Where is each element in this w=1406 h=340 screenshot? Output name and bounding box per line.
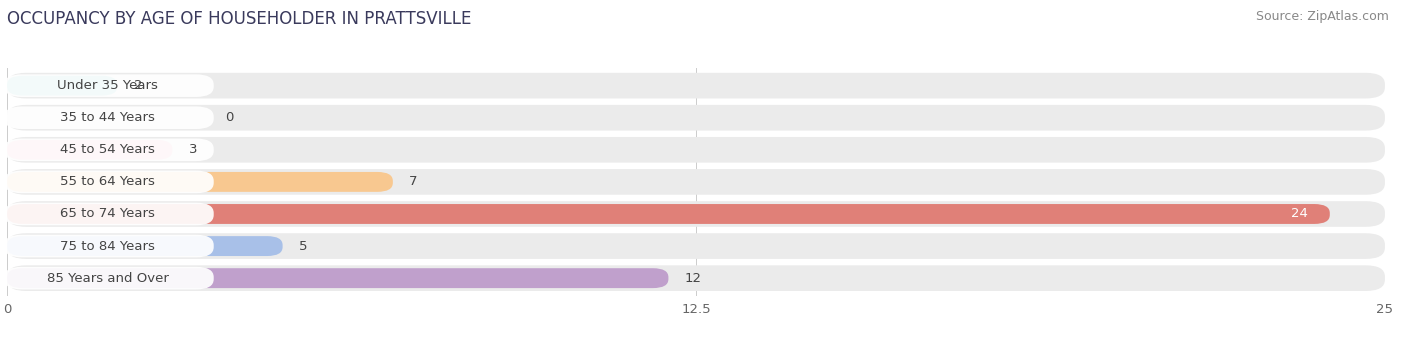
FancyBboxPatch shape [4,106,214,129]
FancyBboxPatch shape [7,73,1385,99]
Text: 65 to 74 Years: 65 to 74 Years [60,207,155,220]
FancyBboxPatch shape [7,236,283,256]
Text: 55 to 64 Years: 55 to 64 Years [60,175,155,188]
FancyBboxPatch shape [4,267,214,289]
FancyBboxPatch shape [7,265,1385,291]
Text: 2: 2 [134,79,142,92]
FancyBboxPatch shape [4,74,214,97]
FancyBboxPatch shape [7,76,117,96]
FancyBboxPatch shape [7,140,173,160]
Text: OCCUPANCY BY AGE OF HOUSEHOLDER IN PRATTSVILLE: OCCUPANCY BY AGE OF HOUSEHOLDER IN PRATT… [7,10,471,28]
Text: 7: 7 [409,175,418,188]
Text: 85 Years and Over: 85 Years and Over [46,272,169,285]
Text: 45 to 54 Years: 45 to 54 Years [60,143,155,156]
Text: Under 35 Years: Under 35 Years [58,79,157,92]
Text: 35 to 44 Years: 35 to 44 Years [60,111,155,124]
Text: 24: 24 [1291,207,1308,220]
FancyBboxPatch shape [7,233,1385,259]
FancyBboxPatch shape [4,171,214,193]
FancyBboxPatch shape [7,105,1385,131]
FancyBboxPatch shape [7,169,1385,195]
FancyBboxPatch shape [4,203,214,225]
Text: 3: 3 [188,143,197,156]
Text: 75 to 84 Years: 75 to 84 Years [60,240,155,253]
FancyBboxPatch shape [7,201,1385,227]
FancyBboxPatch shape [4,235,214,257]
Text: 12: 12 [685,272,702,285]
Text: 5: 5 [299,240,308,253]
Text: Source: ZipAtlas.com: Source: ZipAtlas.com [1256,10,1389,23]
FancyBboxPatch shape [7,137,1385,163]
Text: 0: 0 [225,111,233,124]
FancyBboxPatch shape [7,204,1330,224]
FancyBboxPatch shape [7,268,668,288]
FancyBboxPatch shape [7,172,392,192]
FancyBboxPatch shape [4,138,214,161]
